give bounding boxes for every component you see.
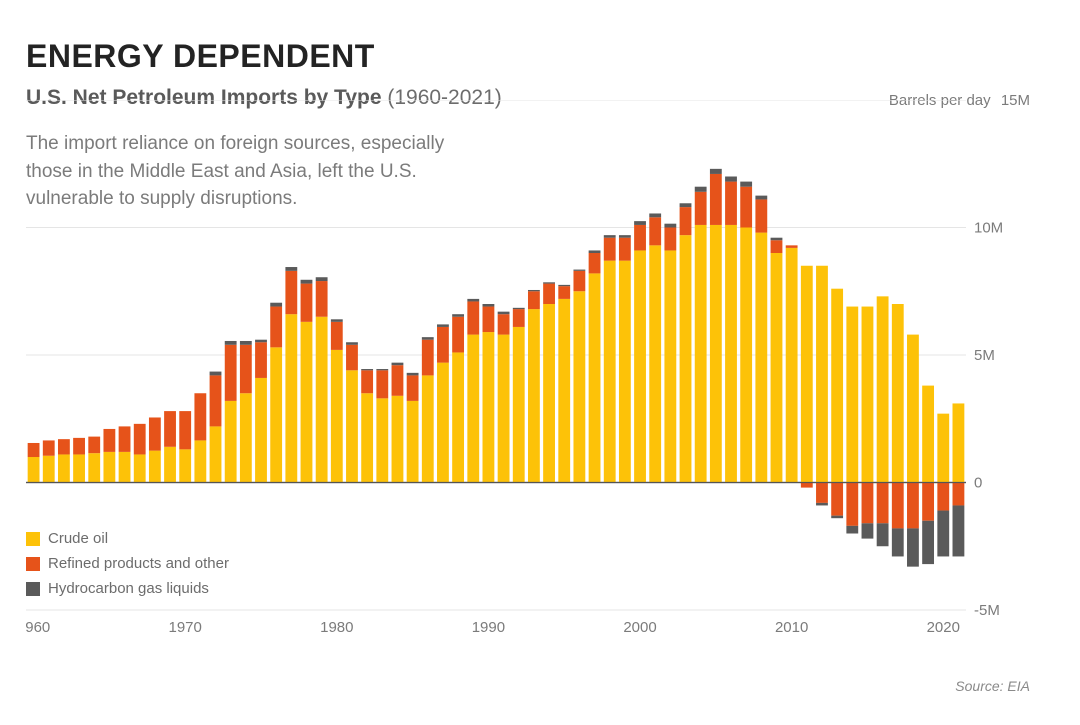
svg-text:2020: 2020 [927, 619, 960, 636]
legend-swatch-hgl [26, 582, 40, 596]
svg-text:-5M: -5M [974, 602, 1000, 619]
svg-text:1960: 1960 [26, 619, 50, 636]
chart-canvas: ENERGY DEPENDENT U.S. Net Petroleum Impo… [0, 0, 1080, 725]
source-label: Source: EIA [955, 678, 1030, 694]
svg-text:2010: 2010 [775, 619, 808, 636]
legend-swatch-refined [26, 557, 40, 571]
legend-label-crude: Crude oil [48, 530, 108, 547]
legend-label-hgl: Hydrocarbon gas liquids [48, 580, 209, 597]
legend-item-refined: Refined products and other [26, 555, 229, 572]
legend-item-hgl: Hydrocarbon gas liquids [26, 580, 229, 597]
svg-text:1980: 1980 [320, 619, 353, 636]
svg-text:1990: 1990 [472, 619, 505, 636]
legend-swatch-crude [26, 532, 40, 546]
svg-text:2000: 2000 [623, 619, 656, 636]
svg-text:10M: 10M [974, 220, 1003, 237]
chart-title: ENERGY DEPENDENT [26, 38, 375, 75]
legend-item-crude: Crude oil [26, 530, 229, 547]
svg-text:1970: 1970 [169, 619, 202, 636]
legend-label-refined: Refined products and other [48, 555, 229, 572]
svg-text:5M: 5M [974, 347, 995, 364]
svg-text:0: 0 [974, 475, 982, 492]
legend: Crude oil Refined products and other Hyd… [26, 530, 229, 605]
